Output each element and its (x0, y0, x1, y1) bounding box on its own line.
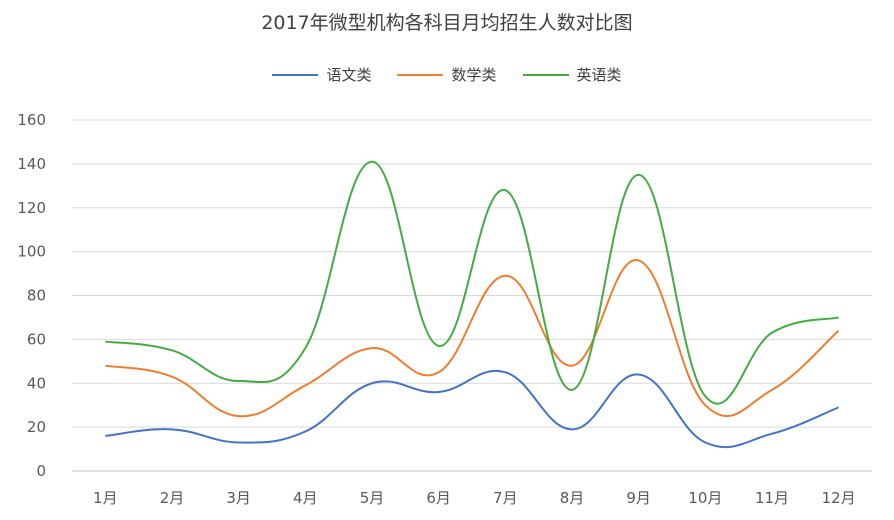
x-tick-label: 4月 (293, 489, 318, 507)
y-tick-label: 140 (17, 155, 46, 173)
x-tick-label: 9月 (626, 489, 651, 507)
legend-item: 英语类 (522, 64, 622, 85)
x-tick-label: 8月 (560, 489, 585, 507)
legend-label: 英语类 (576, 66, 622, 84)
y-tick-label: 100 (17, 243, 46, 261)
legend-swatch (522, 73, 569, 76)
x-tick-label: 10月 (688, 489, 722, 507)
y-tick-label: 60 (27, 330, 46, 348)
y-tick-label: 40 (27, 374, 46, 392)
y-tick-label: 0 (36, 462, 46, 480)
y-tick-label: 160 (17, 111, 46, 129)
x-tick-label: 6月 (426, 489, 451, 507)
chart-title: 2017年微型机构各科目月均招生人数对比图 (261, 12, 633, 34)
legend-swatch (397, 73, 444, 76)
x-tick-label: 1月 (93, 489, 118, 507)
x-tick-label: 12月 (822, 489, 856, 507)
legend-label: 数学类 (451, 66, 497, 84)
x-tick-label: 7月 (493, 489, 518, 507)
x-tick-label: 2月 (160, 489, 185, 507)
series-line-1 (105, 369, 840, 449)
legend-swatch (272, 73, 319, 76)
x-tick-label: 3月 (226, 489, 251, 507)
y-tick-label: 80 (27, 287, 46, 305)
series-line-3 (105, 160, 839, 405)
legend-label: 语文类 (326, 66, 372, 84)
series-line-2 (105, 259, 840, 418)
legend-item: 语文类 (272, 64, 371, 85)
legend-item: 数学类 (397, 64, 497, 85)
x-tick-label: 11月 (755, 489, 789, 507)
y-tick-label: 20 (27, 418, 46, 436)
y-tick-label: 120 (17, 199, 46, 217)
x-tick-label: 5月 (360, 489, 385, 507)
legend: 语文类 数学类 英语类 (0, 64, 894, 85)
